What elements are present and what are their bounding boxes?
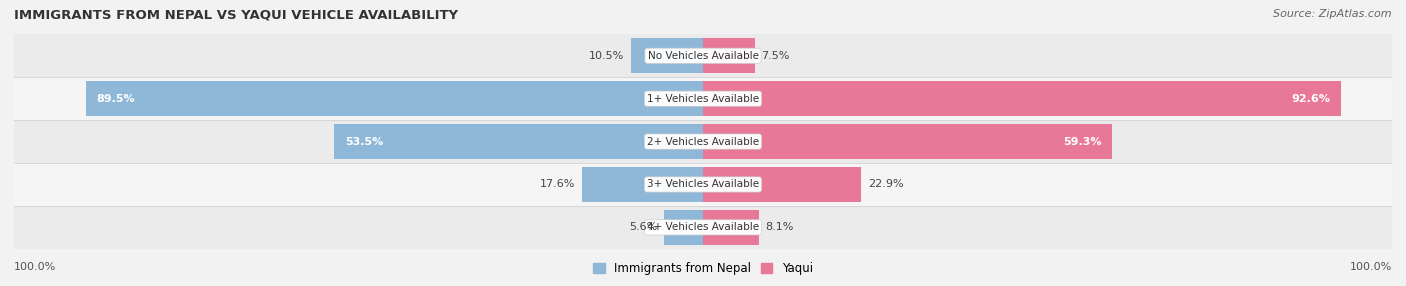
Bar <box>14 206 1392 249</box>
Bar <box>14 34 1392 77</box>
Bar <box>582 167 703 202</box>
Text: No Vehicles Available: No Vehicles Available <box>648 51 758 61</box>
Text: IMMIGRANTS FROM NEPAL VS YAQUI VEHICLE AVAILABILITY: IMMIGRANTS FROM NEPAL VS YAQUI VEHICLE A… <box>14 9 458 21</box>
Bar <box>665 210 703 245</box>
Text: 100.0%: 100.0% <box>14 262 56 272</box>
Text: 92.6%: 92.6% <box>1292 94 1330 104</box>
Bar <box>703 124 1112 159</box>
Text: 1+ Vehicles Available: 1+ Vehicles Available <box>647 94 759 104</box>
Bar <box>14 163 1392 206</box>
Text: 7.5%: 7.5% <box>762 51 790 61</box>
Text: 22.9%: 22.9% <box>868 180 903 189</box>
Bar <box>703 210 759 245</box>
Text: 17.6%: 17.6% <box>540 180 575 189</box>
Text: 8.1%: 8.1% <box>766 223 794 232</box>
Text: Source: ZipAtlas.com: Source: ZipAtlas.com <box>1274 9 1392 19</box>
Bar <box>86 81 703 116</box>
Text: 89.5%: 89.5% <box>97 94 135 104</box>
Text: 53.5%: 53.5% <box>344 137 382 146</box>
Text: 10.5%: 10.5% <box>589 51 624 61</box>
Legend: Immigrants from Nepal, Yaqui: Immigrants from Nepal, Yaqui <box>588 258 818 280</box>
Text: 5.6%: 5.6% <box>630 223 658 232</box>
Bar <box>14 77 1392 120</box>
Bar <box>703 167 860 202</box>
Text: 100.0%: 100.0% <box>1350 262 1392 272</box>
Bar <box>14 120 1392 163</box>
Text: 3+ Vehicles Available: 3+ Vehicles Available <box>647 180 759 189</box>
Bar <box>703 81 1341 116</box>
Text: 2+ Vehicles Available: 2+ Vehicles Available <box>647 137 759 146</box>
Text: 4+ Vehicles Available: 4+ Vehicles Available <box>647 223 759 232</box>
Text: 59.3%: 59.3% <box>1063 137 1101 146</box>
Bar <box>631 38 703 73</box>
Bar <box>335 124 703 159</box>
Bar <box>703 38 755 73</box>
